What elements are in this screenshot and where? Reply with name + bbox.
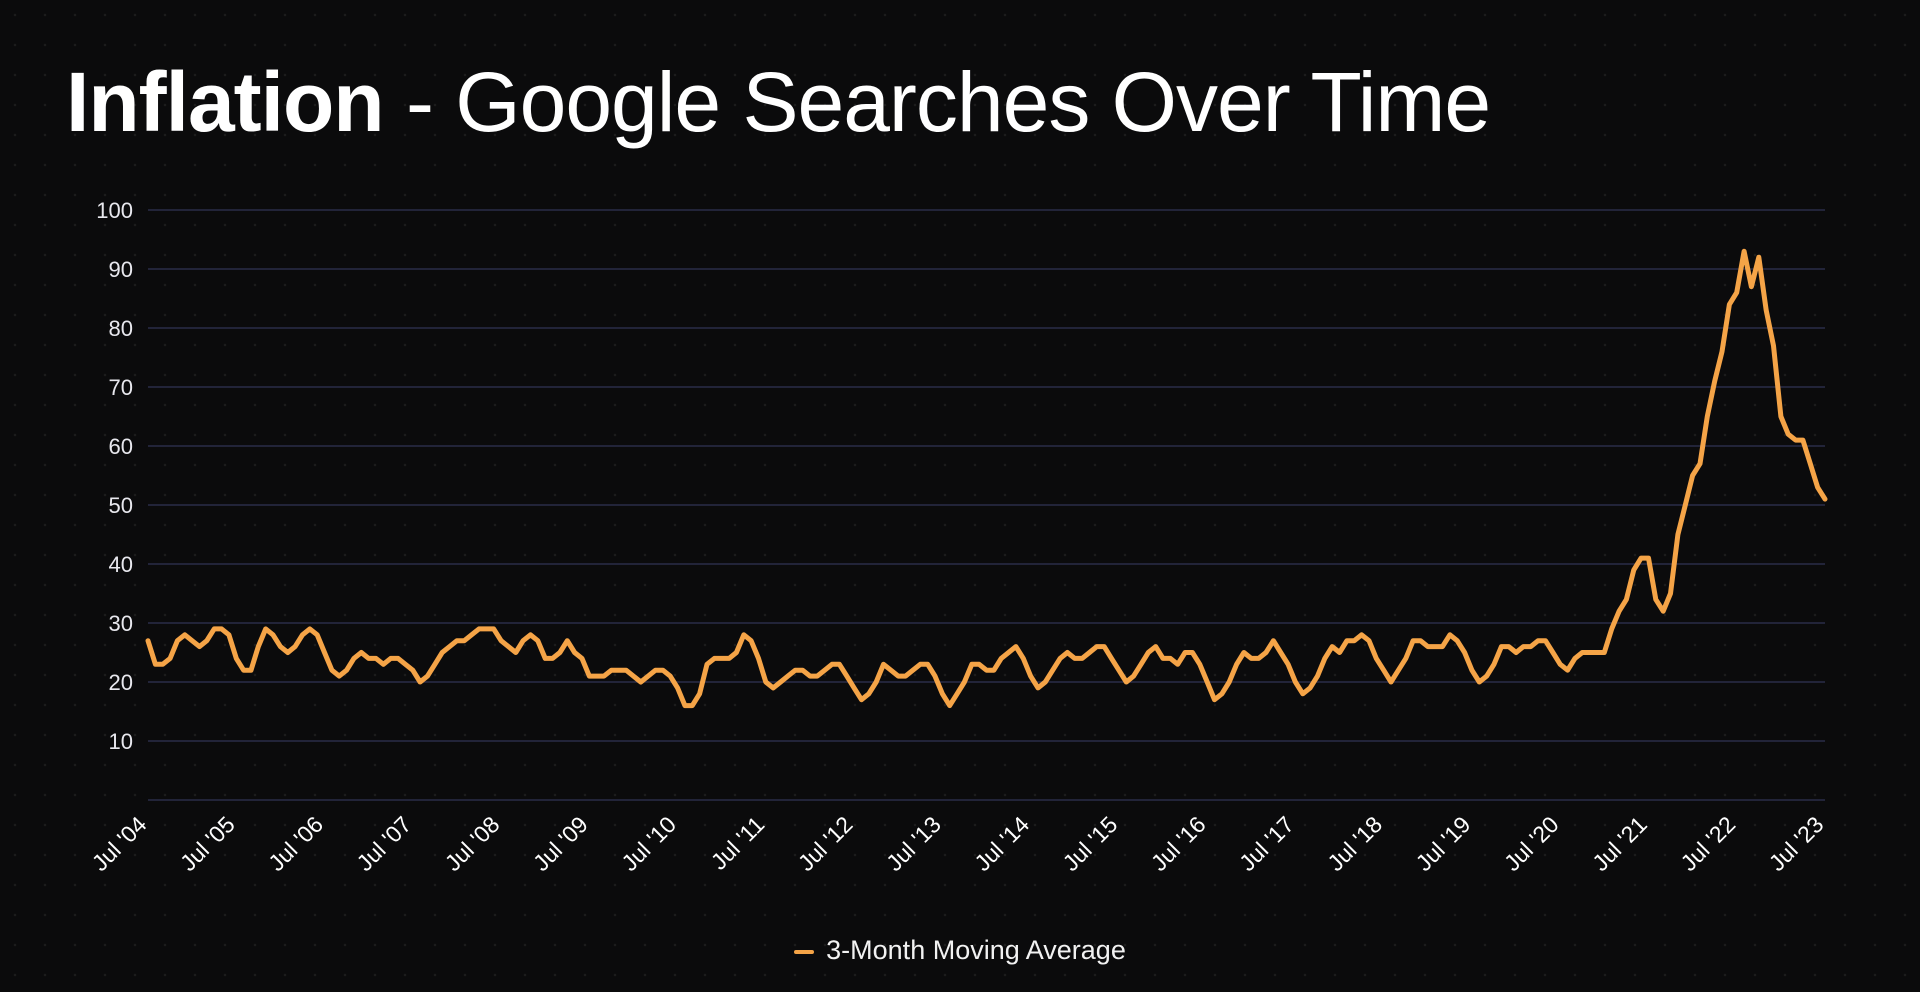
x-tick-label: Jul '08 [440,811,505,876]
page-title: Inflation - Google Searches Over Time [66,52,1491,152]
x-tick-label: Jul '22 [1675,811,1740,876]
x-tick-label: Jul '20 [1499,811,1564,876]
legend-swatch [794,949,815,954]
y-tick-label: 20 [109,670,133,695]
series-line-3-month-moving-average [145,248,1828,709]
x-tick-label: Jul '18 [1322,811,1387,876]
legend: 3-Month Moving Average [0,935,1920,966]
y-tick-label: 30 [109,611,133,636]
x-tick-label: Jul '04 [87,811,152,876]
y-tick-label: 100 [96,198,133,223]
title-bold: Inflation [66,55,385,149]
x-tick-label: Jul '16 [1146,811,1211,876]
x-tick-label: Jul '12 [793,811,858,876]
y-tick-label: 90 [109,257,133,282]
title-rest: - Google Searches Over Time [383,55,1491,149]
y-tick-label: 70 [109,375,133,400]
y-tick-label: 10 [109,729,133,754]
y-tick-label: 60 [109,434,133,459]
legend-label: 3-Month Moving Average [826,935,1126,965]
x-tick-label: Jul '17 [1234,811,1299,876]
x-tick-label: Jul '15 [1058,811,1123,876]
x-tick-label: Jul '13 [881,811,946,876]
x-tick-label: Jul '19 [1411,811,1476,876]
gridlines [148,209,1825,801]
x-tick-label: Jul '06 [263,811,328,876]
x-tick-label: Jul '14 [969,811,1034,876]
x-tick-label: Jul '09 [528,811,593,876]
x-tick-label: Jul '21 [1587,811,1652,876]
x-axis-ticks: Jul '04 Jul '05 Jul '06 Jul '07 Jul '08 Jul '… [87,811,1829,876]
y-tick-label: 80 [109,316,133,341]
y-tick-label: 40 [109,552,133,577]
x-tick-label: Jul '23 [1764,811,1829,876]
x-tick-label: Jul '10 [616,811,681,876]
y-tick-label: 50 [109,493,133,518]
x-tick-label: Jul '07 [351,811,416,876]
y-axis-ticks: 10 20 30 40 50 60 70 80 90 100 [96,198,133,754]
x-tick-label: Jul '11 [706,811,770,875]
x-tick-label: Jul '05 [175,811,240,876]
